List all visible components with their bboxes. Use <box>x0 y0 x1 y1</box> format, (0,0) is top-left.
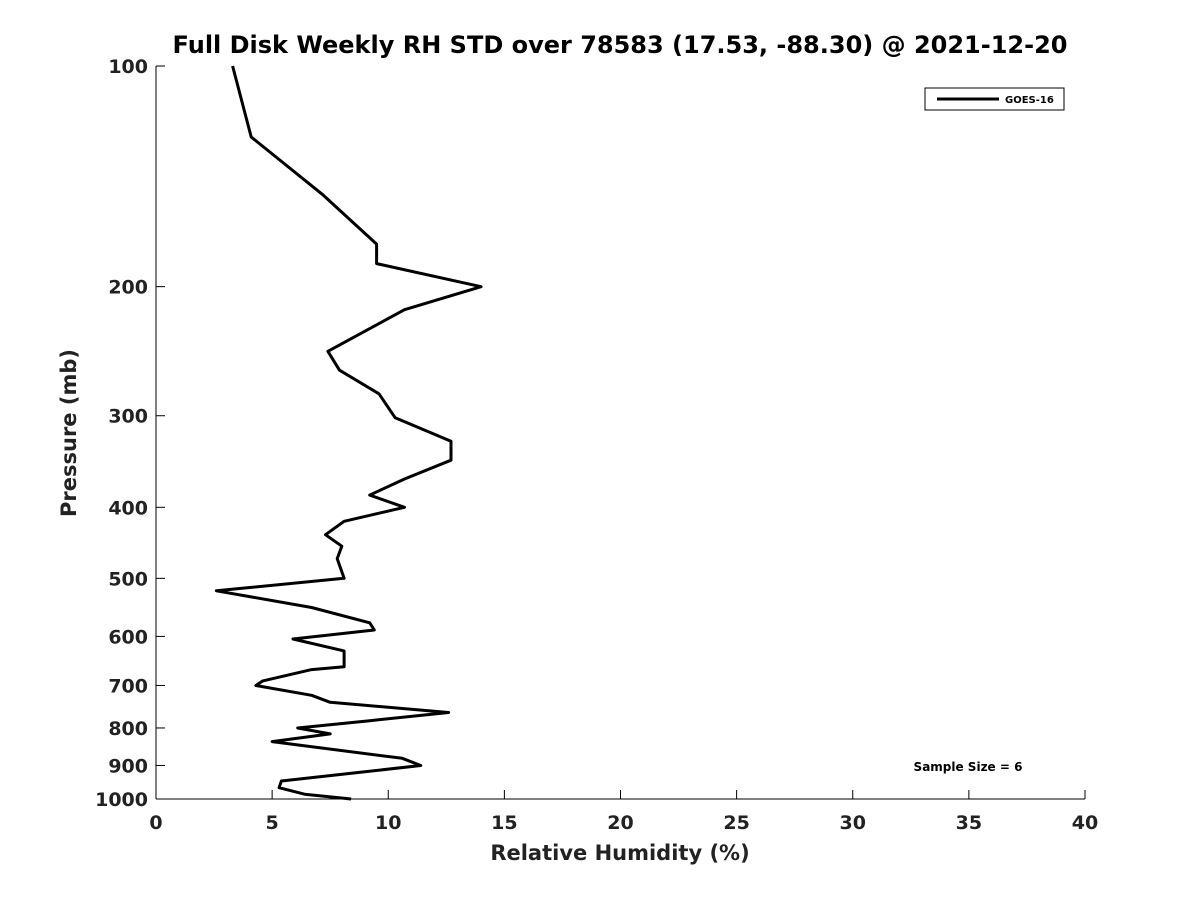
y-axis: 100 200 300 400 500 600 700 800 900 1000 <box>95 56 165 811</box>
x-axis: 0 5 10 15 20 25 30 35 40 <box>149 790 1098 834</box>
series-line-goes-16 <box>214 65 483 801</box>
y-tick-label: 400 <box>108 497 148 519</box>
legend: GOES-16 <box>924 87 1065 111</box>
sample-size-annotation: Sample Size = 6 <box>914 760 1023 774</box>
legend-label-goes-16: GOES-16 <box>1005 95 1054 106</box>
x-tick-label: 5 <box>266 812 279 834</box>
x-tick-label: 10 <box>375 812 401 834</box>
x-tick-label: 15 <box>491 812 517 834</box>
y-tick-label: 600 <box>108 626 148 648</box>
x-tick-label: 25 <box>723 812 749 834</box>
y-tick-label: 200 <box>108 277 148 299</box>
x-tick-label: 0 <box>149 812 162 834</box>
y-tick-label: 500 <box>108 568 148 590</box>
x-tick-label: 40 <box>1072 812 1098 834</box>
x-tick-label: 30 <box>840 812 866 834</box>
y-tick-label: 100 <box>108 56 148 78</box>
chart-title: Full Disk Weekly RH STD over 78583 (17.5… <box>173 31 1068 59</box>
x-axis-label: Relative Humidity (%) <box>490 841 749 865</box>
y-tick-label: 700 <box>108 675 148 697</box>
y-tick-label: 800 <box>108 718 148 740</box>
plot-area <box>155 66 1085 800</box>
x-tick-label: 20 <box>607 812 633 834</box>
y-tick-label: 300 <box>108 406 148 428</box>
y-tick-label: 1000 <box>95 789 148 811</box>
x-tick-label: 35 <box>956 812 982 834</box>
y-axis-label: Pressure (mb) <box>57 349 81 517</box>
y-tick-label: 900 <box>108 755 148 777</box>
